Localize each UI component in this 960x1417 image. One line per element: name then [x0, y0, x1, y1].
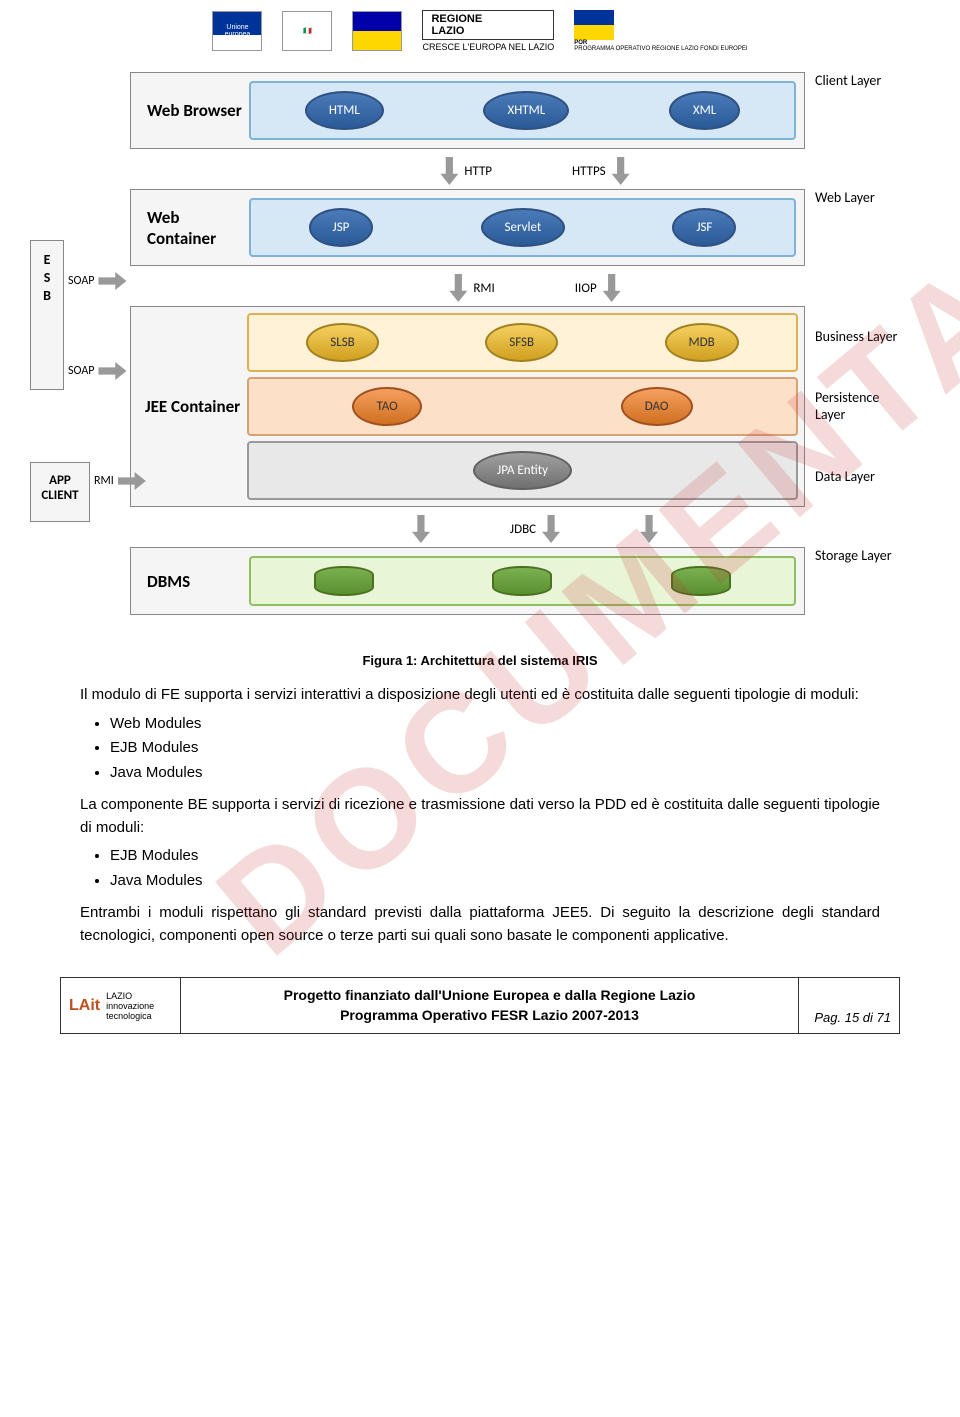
storage-layer-row: DBMS Storage Layer [130, 547, 900, 615]
web-inner: JSP Servlet JSF [249, 198, 796, 257]
list-item: Java Modules [110, 762, 880, 785]
html-oval: HTML [305, 91, 384, 130]
web-browser-title: Web Browser [139, 100, 249, 121]
business-inner: SLSB SFSB MDB [247, 313, 798, 372]
por-block: POR PROGRAMMA OPERATIVO REGIONE LAZIO FO… [574, 10, 747, 52]
jee-container-title: JEE Container [137, 396, 247, 417]
jsf-oval: JSF [672, 208, 736, 247]
app-client-box: APP CLIENT [30, 462, 90, 522]
db-cylinder-1 [314, 566, 374, 596]
paragraph-3: Entrambi i moduli rispettano gli standar… [80, 902, 880, 947]
eu-flag-logo: Unione europea [212, 11, 262, 51]
body-text: Il modulo di FE supporta i servizi inter… [0, 684, 960, 947]
bullet-list-1: Web Modules EJB Modules Java Modules [110, 713, 880, 785]
list-item: EJB Modules [110, 845, 880, 868]
bullet-list-2: EJB Modules Java Modules [110, 845, 880, 892]
client-layer-row: Web Browser HTML XHTML XML Client Layer [130, 72, 900, 149]
db-cylinder-2 [492, 566, 552, 596]
rmi-arrow: RMI [94, 472, 146, 490]
client-layer-label: Client Layer [805, 72, 900, 149]
por-sub: PROGRAMMA OPERATIVO REGIONE LAZIO FONDI … [574, 46, 747, 52]
data-inner: JPA Entity [247, 441, 798, 500]
web-container-title: Web Container [139, 207, 249, 249]
eu-label: Unione europea [213, 24, 261, 38]
regione-lazio-block: REGIONELAZIO CRESCE L'EUROPA NEL LAZIO [422, 10, 554, 52]
xhtml-oval: XHTML [483, 91, 569, 130]
list-item: Web Modules [110, 713, 880, 736]
italy-emblem-logo: 🇮🇹 [282, 11, 332, 51]
xml-oval: XML [669, 91, 740, 130]
jee-container-row: JEE Container SLSB SFSB MDB TAO DAO [130, 306, 900, 507]
web-layer-row: Web Container JSP Servlet JSF Web Layer [130, 189, 900, 266]
cresce-tagline: CRESCE L'EUROPA NEL LAZIO [422, 42, 554, 52]
soap-arrow-2: SOAP [68, 362, 126, 380]
web-layer-label: Web Layer [805, 189, 900, 266]
footer-logo-cell: LAit LAZIO innovazione tecnologica [61, 978, 181, 1033]
servlet-oval: Servlet [481, 208, 566, 247]
list-item: Java Modules [110, 870, 880, 893]
dao-oval: DAO [621, 387, 693, 426]
http-arrows: HTTP HTTPS [60, 153, 900, 189]
storage-layer-label: Storage Layer [805, 547, 900, 615]
footer-page-cell: Pag. 15 di 71 [799, 978, 899, 1033]
persistence-inner: TAO DAO [247, 377, 798, 436]
client-inner: HTML XHTML XML [249, 81, 796, 140]
esb-box: E S B [30, 240, 64, 390]
list-item: EJB Modules [110, 737, 880, 760]
lazio-flag-logo [352, 11, 402, 51]
architecture-diagram: DOCUMENTALE E S B SOAP SOAP APP CLIENT R… [0, 62, 960, 639]
paragraph-2: La componente BE supporta i servizi di r… [80, 794, 880, 839]
regione-label: REGIONE [431, 13, 482, 25]
mdb-oval: MDB [665, 323, 739, 362]
slsb-oval: SLSB [306, 323, 378, 362]
lazio-label: LAZIO [431, 25, 464, 37]
jpa-entity-oval: JPA Entity [473, 451, 572, 490]
header-logos: Unione europea 🇮🇹 REGIONELAZIO CRESCE L'… [0, 0, 960, 62]
figure-caption: Figura 1: Architettura del sistema IRIS [0, 653, 960, 668]
paragraph-1: Il modulo di FE supporta i servizi inter… [80, 684, 880, 707]
sfsb-oval: SFSB [485, 323, 558, 362]
soap-arrow-1: SOAP [68, 272, 126, 290]
storage-inner [249, 556, 796, 606]
jsp-oval: JSP [309, 208, 374, 247]
footer-main-cell: Progetto finanziato dall'Unione Europea … [181, 978, 799, 1033]
jee-layer-labels: Business Layer Persistence Layer Data La… [805, 306, 900, 507]
page-footer: LAit LAZIO innovazione tecnologica Proge… [60, 977, 900, 1034]
tao-oval: TAO [352, 387, 421, 426]
rmi-iiop-arrows: RMI IIOP [60, 270, 900, 306]
jdbc-arrows: JDBC [60, 511, 900, 547]
db-cylinder-3 [671, 566, 731, 596]
dbms-title: DBMS [139, 571, 249, 592]
